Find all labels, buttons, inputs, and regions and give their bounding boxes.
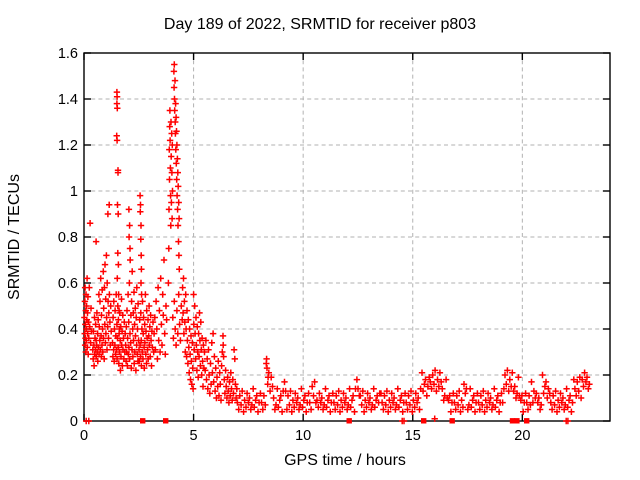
y-tick-label: 0: [70, 414, 78, 430]
y-tick-label: 0.4: [58, 322, 78, 338]
data-point-square: [514, 418, 520, 424]
y-tick-label: 1.4: [58, 92, 78, 108]
x-tick-label: 10: [295, 428, 311, 444]
data-point-square: [509, 418, 516, 424]
y-tick-label: 0.2: [58, 368, 78, 384]
y-tick-label: 0.6: [58, 276, 78, 292]
data-point-square: [346, 418, 352, 424]
y-tick-label: 1.6: [58, 46, 78, 62]
data-points-plus: [81, 61, 593, 425]
data-point-square: [163, 418, 169, 424]
x-axis-title: GPS time / hours: [284, 452, 406, 469]
chart-title: Day 189 of 2022, SRMTID for receiver p80…: [163, 16, 477, 33]
data-point-square: [421, 418, 427, 424]
x-tick-label: 5: [190, 428, 198, 444]
x-tick-label: 15: [405, 428, 421, 444]
data-point-square: [524, 418, 530, 424]
y-tick-label: 0.8: [58, 230, 78, 246]
y-tick-label: 1: [70, 184, 78, 200]
data-point-square: [449, 418, 455, 424]
x-tick-label: 0: [80, 428, 88, 444]
data-point-square: [140, 418, 146, 424]
y-axis-title: SRMTID / TECUs: [6, 174, 23, 300]
x-tick-label: 20: [514, 428, 530, 444]
y-tick-label: 1.2: [58, 138, 78, 154]
